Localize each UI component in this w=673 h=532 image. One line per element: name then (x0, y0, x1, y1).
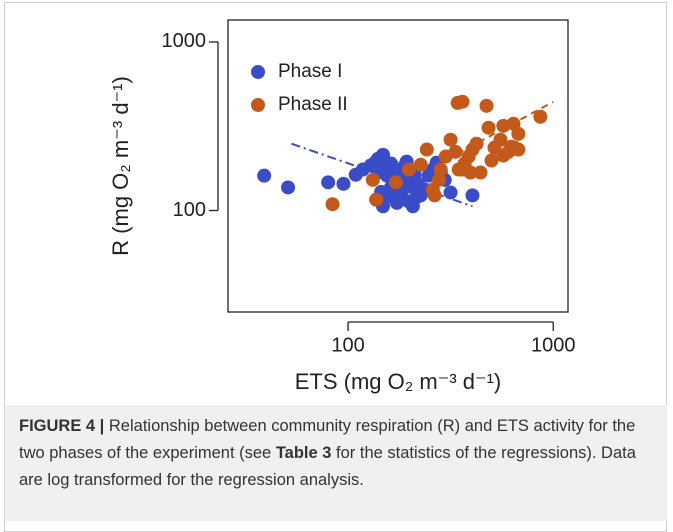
data-point (448, 144, 463, 159)
data-point (369, 192, 384, 207)
y-tick-label: 1000 (162, 30, 207, 52)
data-point (479, 98, 494, 113)
caption: FIGURE 4 | Relationship between communit… (5, 405, 667, 521)
y-axis-title: R (mg O₂ m⁻³ d⁻¹) (108, 76, 133, 256)
data-point (405, 199, 420, 214)
x-tick-label: 1000 (531, 334, 576, 356)
data-point (455, 94, 470, 109)
data-point (388, 175, 403, 190)
data-point (321, 175, 336, 190)
data-point (443, 185, 458, 200)
x-axis-title: ETS (mg O₂ m⁻³ d⁻¹) (295, 369, 502, 394)
data-point (257, 168, 272, 183)
data-point (413, 157, 428, 172)
page: 100 1000 100 1000 ETS (mg O₂ m⁻³ d⁻¹) R (mg O… (4, 2, 667, 532)
data-point (533, 109, 548, 124)
trend-line (372, 100, 554, 201)
legend-marker (251, 98, 265, 112)
data-point (484, 153, 499, 168)
chart: 100 1000 100 1000 ETS (mg O₂ m⁻³ d⁻¹) R (mg O… (108, 19, 576, 394)
caption-text: Relationship between community respirati… (19, 417, 636, 462)
data-point (427, 188, 442, 203)
caption-label: FIGURE 4 | (19, 417, 105, 435)
data-point (473, 165, 488, 180)
x-tick-label: 100 (331, 334, 364, 356)
data-point (493, 132, 508, 147)
legend-label: Phase II (278, 94, 348, 115)
data-point (443, 132, 458, 147)
data-point (465, 188, 480, 203)
data-point (281, 180, 296, 195)
data-point (365, 172, 380, 187)
data-point (419, 142, 434, 157)
caption-ref: Table 3 (275, 444, 332, 462)
legend-marker (251, 65, 265, 79)
data-point (463, 165, 478, 180)
y-tick-label: 100 (173, 199, 206, 221)
data-point (401, 162, 416, 177)
data-point (511, 126, 526, 141)
data-point (469, 136, 484, 151)
data-point (433, 162, 448, 177)
data-point (336, 176, 351, 191)
data-point (481, 120, 496, 135)
caption-text: for the statistics of the regressions). … (19, 444, 636, 489)
data-point (325, 197, 340, 212)
data-point (411, 177, 426, 192)
plot-frame (227, 19, 569, 313)
legend-label: Phase I (278, 61, 342, 82)
data-point (511, 142, 526, 157)
